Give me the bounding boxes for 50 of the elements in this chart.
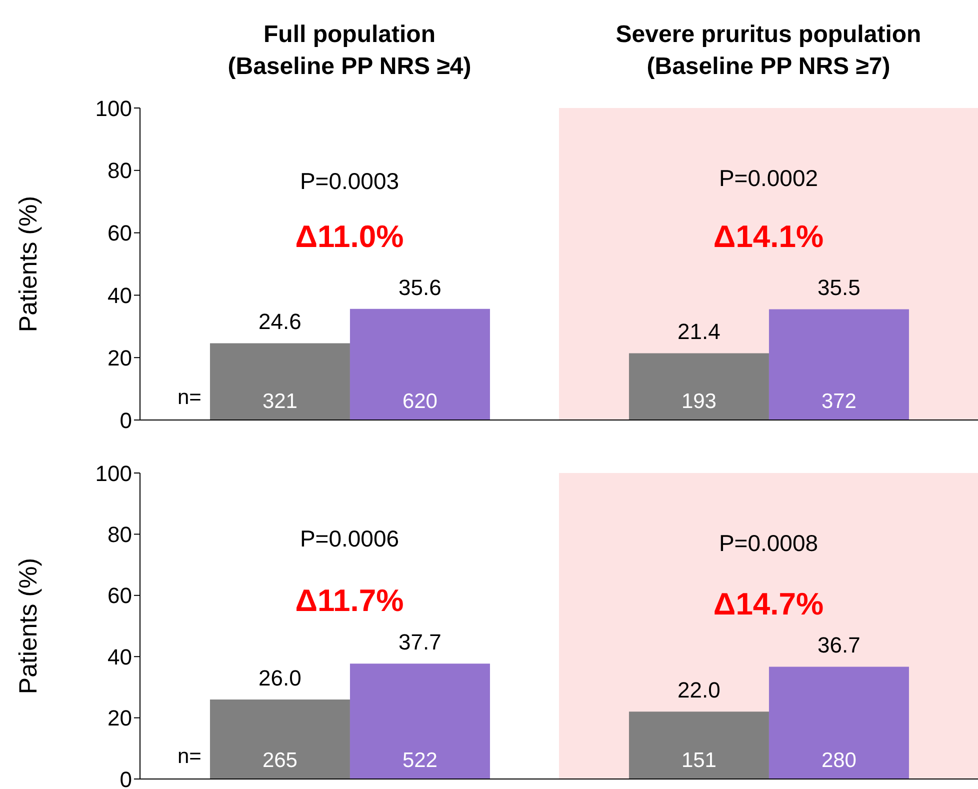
y-axis-title: Patients (%) — [14, 558, 43, 694]
y-tick-label: 100 — [95, 460, 132, 486]
bar — [210, 343, 350, 420]
bar — [768, 666, 909, 779]
data-label: 21.4 — [678, 319, 720, 344]
annotation: P=0.0003 — [300, 168, 400, 194]
annotation: 372 — [821, 390, 856, 413]
y-tick-label: 80 — [108, 522, 132, 548]
x-tick-label: Severe pruritus population (Baseline PP NRS ≥7) — [616, 21, 922, 80]
bar — [768, 309, 909, 420]
annotation: P=0.0006 — [300, 525, 400, 552]
bar — [350, 308, 490, 420]
y-tick-label: 0 — [120, 766, 132, 789]
y-tick-label: 60 — [108, 220, 132, 246]
annotation: Δ11.7% — [295, 583, 404, 618]
y-tick-label: 0 — [120, 408, 132, 433]
data-label: 26.0 — [258, 665, 302, 690]
data-label: 37.7 — [398, 630, 442, 655]
data-label: 35.5 — [818, 275, 860, 300]
data-label: 36.7 — [818, 632, 860, 658]
annotation: 280 — [821, 749, 856, 772]
annotation: n= — [178, 386, 202, 409]
y-tick-label: 100 — [95, 96, 132, 121]
annotation: 265 — [262, 749, 298, 772]
y-tick-label: 20 — [108, 345, 132, 370]
x-tick-label: Full population (Baseline PP NRS ≥4) — [228, 21, 472, 80]
data-label: 24.6 — [258, 309, 302, 334]
annotation: Δ14.1% — [713, 219, 824, 254]
annotation: 620 — [402, 390, 438, 413]
annotation: 522 — [402, 749, 438, 772]
bar — [350, 664, 490, 779]
data-label: 35.6 — [398, 274, 442, 300]
y-axis-title: Patients (%) — [14, 196, 43, 332]
annotation: 321 — [262, 390, 298, 413]
y-tick-label: 80 — [108, 158, 132, 184]
annotation: 193 — [681, 390, 716, 413]
y-tick-label: 40 — [108, 283, 132, 308]
annotation: Δ11.0% — [295, 219, 404, 254]
annotation: 151 — [681, 749, 716, 772]
bar — [628, 712, 769, 779]
y-tick-label: 20 — [108, 706, 132, 731]
y-tick-label: 60 — [108, 583, 132, 608]
annotation: n= — [178, 745, 202, 768]
y-tick-label: 40 — [108, 644, 132, 670]
annotation: Δ14.7% — [713, 586, 824, 622]
annotation: P=0.0008 — [718, 530, 818, 556]
bar — [210, 699, 350, 779]
annotation: P=0.0002 — [718, 164, 818, 191]
bar — [628, 353, 769, 420]
data-label: 22.0 — [678, 678, 720, 703]
